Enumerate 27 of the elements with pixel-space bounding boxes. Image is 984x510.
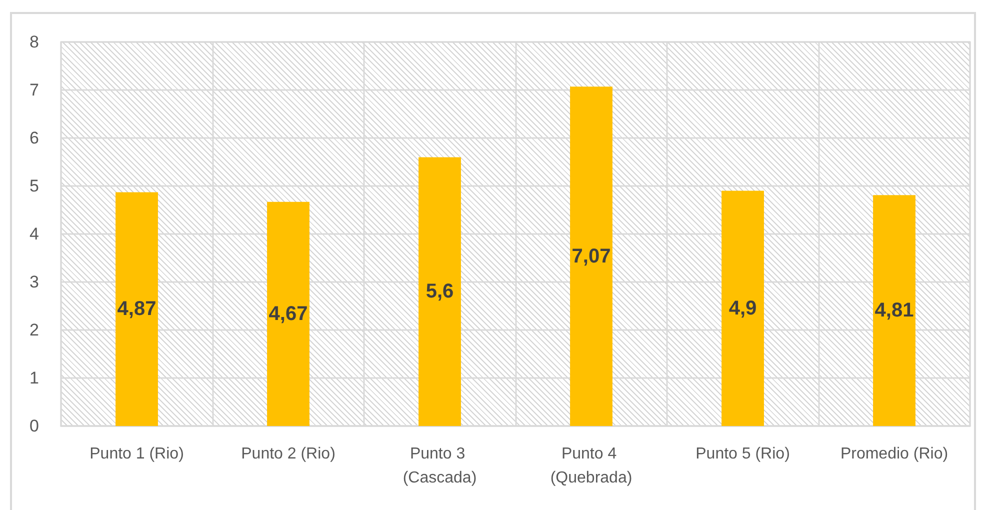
y-tick-label: 4	[30, 224, 39, 244]
data-label: 4,87	[117, 298, 156, 320]
y-tick-label: 5	[30, 176, 39, 196]
data-label: 4,81	[874, 300, 914, 322]
y-tick-label: 1	[30, 368, 39, 388]
y-tick-label: 2	[30, 320, 39, 340]
y-tick-label: 6	[30, 128, 39, 148]
x-tick-label: Promedio (Rio)	[840, 446, 948, 462]
bar	[722, 190, 764, 426]
x-tick-label: Punto 5 (Rio)	[696, 446, 790, 462]
x-tick-label: Punto 3 (Cascada)	[402, 446, 477, 486]
data-label: 5,6	[426, 280, 454, 303]
data-label: 7,07	[572, 245, 611, 268]
bar	[116, 192, 158, 426]
y-tick-label: 7	[30, 80, 39, 100]
y-tick-label: 0	[30, 416, 39, 436]
x-tick-label: Punto 2 (Rio)	[241, 446, 336, 462]
y-tick-label: 8	[30, 32, 39, 52]
bar	[570, 86, 612, 426]
data-label: 4,9	[728, 297, 757, 320]
x-tick-label: Punto 4 (Quebrada)	[550, 446, 632, 486]
data-label: 4,67	[268, 302, 308, 325]
x-tick-label: Punto 1 (Rio)	[90, 446, 184, 462]
bar	[873, 195, 916, 426]
y-tick-label: 3	[30, 272, 39, 292]
bar	[267, 202, 310, 426]
bar	[418, 157, 461, 426]
